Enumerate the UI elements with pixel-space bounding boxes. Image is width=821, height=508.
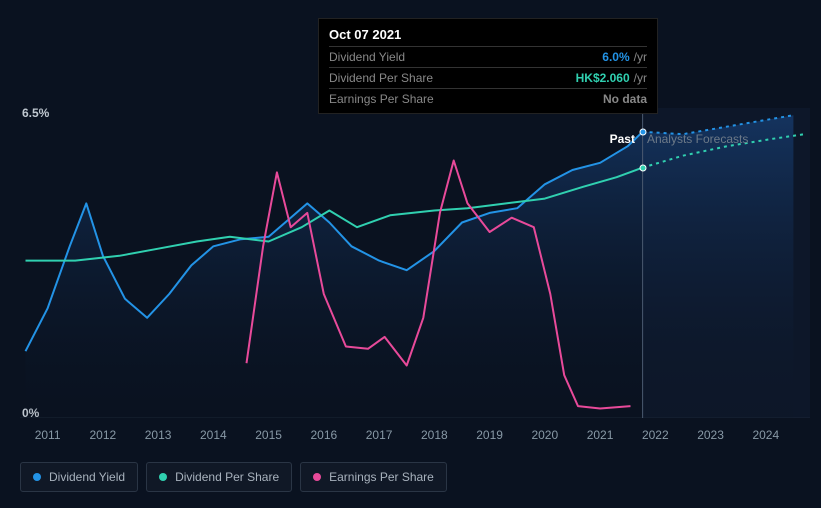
legend-dot-icon: [313, 473, 321, 481]
legend-label: Earnings Per Share: [329, 470, 434, 484]
legend-dot-icon: [159, 473, 167, 481]
legend-item-dividend-yield[interactable]: Dividend Yield: [20, 462, 138, 492]
tooltip-row: Earnings Per Share No data: [329, 88, 647, 109]
legend-label: Dividend Yield: [49, 470, 125, 484]
x-tick: 2013: [145, 428, 172, 442]
x-tick: 2019: [476, 428, 503, 442]
past-label: Past: [610, 132, 635, 146]
dividend-chart: 6.5% 0% Past Analysts Forecasts 20112012…: [0, 0, 821, 508]
x-tick: 2021: [587, 428, 614, 442]
tooltip-row: Dividend Per Share HK$2.060/yr: [329, 67, 647, 88]
x-tick: 2018: [421, 428, 448, 442]
legend-dot-icon: [33, 473, 41, 481]
x-tick: 2014: [200, 428, 227, 442]
tooltip-num: HK$2.060: [576, 71, 630, 85]
tooltip-key: Earnings Per Share: [329, 92, 434, 106]
x-tick: 2020: [531, 428, 558, 442]
tooltip: Oct 07 2021 Dividend Yield6.0%/yrDividen…: [318, 18, 658, 114]
x-tick: 2012: [90, 428, 117, 442]
plot-area[interactable]: [20, 108, 810, 418]
tooltip-row: Dividend Yield 6.0% /yr: [329, 46, 647, 67]
legend: Dividend Yield Dividend Per Share Earnings…: [20, 462, 447, 492]
x-tick: 2022: [642, 428, 669, 442]
tooltip-value: 6.0% /yr: [602, 50, 647, 64]
crosshair-marker: [639, 128, 646, 135]
tooltip-num: 6.0%: [602, 50, 629, 64]
tooltip-value: No data: [603, 92, 647, 106]
divider-labels: Past Analysts Forecasts: [610, 132, 749, 146]
chart-svg: [20, 108, 810, 418]
forecast-label: Analysts Forecasts: [647, 132, 748, 146]
tooltip-unit: /yr: [634, 71, 647, 85]
x-tick: 2024: [752, 428, 779, 442]
tooltip-date: Oct 07 2021: [329, 25, 647, 46]
legend-item-dividend-per-share[interactable]: Dividend Per Share: [146, 462, 292, 492]
x-tick: 2023: [697, 428, 724, 442]
x-tick: 2016: [310, 428, 337, 442]
tooltip-key: Dividend Yield: [329, 50, 405, 64]
crosshair-marker: [639, 164, 646, 171]
tooltip-num: No data: [603, 92, 647, 106]
tooltip-value: HK$2.060/yr: [576, 71, 647, 85]
x-tick: 2011: [35, 428, 61, 442]
x-tick: 2015: [255, 428, 282, 442]
tooltip-unit: /yr: [634, 50, 647, 64]
x-tick: 2017: [366, 428, 393, 442]
tooltip-key: Dividend Per Share: [329, 71, 433, 85]
legend-item-earnings-per-share[interactable]: Earnings Per Share: [300, 462, 447, 492]
x-axis: 2011 2012 2013 2014 2015 2016 2017 2018 2019 2020…: [20, 428, 810, 444]
legend-label: Dividend Per Share: [175, 470, 279, 484]
